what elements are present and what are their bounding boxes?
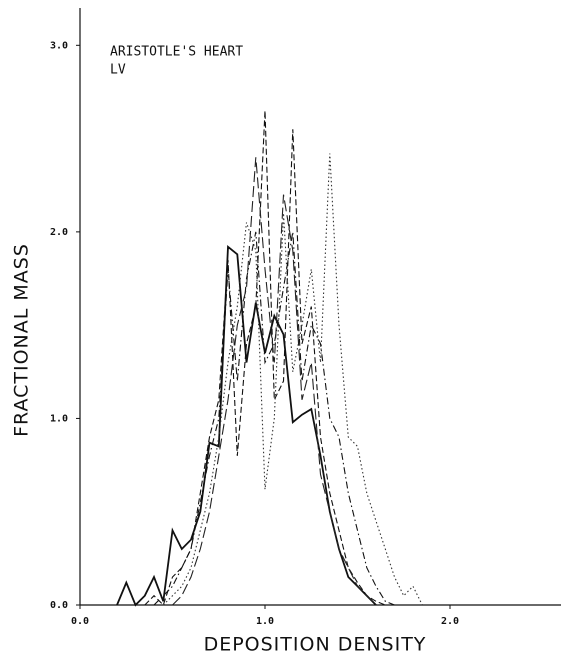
annotation: ARISTOTLE'S HEART	[110, 45, 243, 60]
y-axis-label: FRACTIONAL MASS	[11, 243, 33, 437]
data-line	[172, 157, 377, 606]
annotation: LV	[110, 63, 126, 78]
x-tick-label: 2.0	[441, 616, 459, 627]
data-line	[153, 231, 395, 606]
data-line	[162, 153, 423, 606]
x-axis-label: DEPOSITION DENSITY	[204, 634, 427, 656]
data-line	[116, 244, 377, 607]
x-tick-label: 1.0	[256, 616, 274, 627]
x-tick-label: 0.0	[71, 616, 89, 627]
y-tick-label: 2.0	[50, 227, 68, 238]
y-tick-label: 3.0	[50, 40, 68, 51]
y-tick-label: 0.0	[50, 600, 68, 611]
y-tick-label: 1.0	[50, 413, 68, 424]
